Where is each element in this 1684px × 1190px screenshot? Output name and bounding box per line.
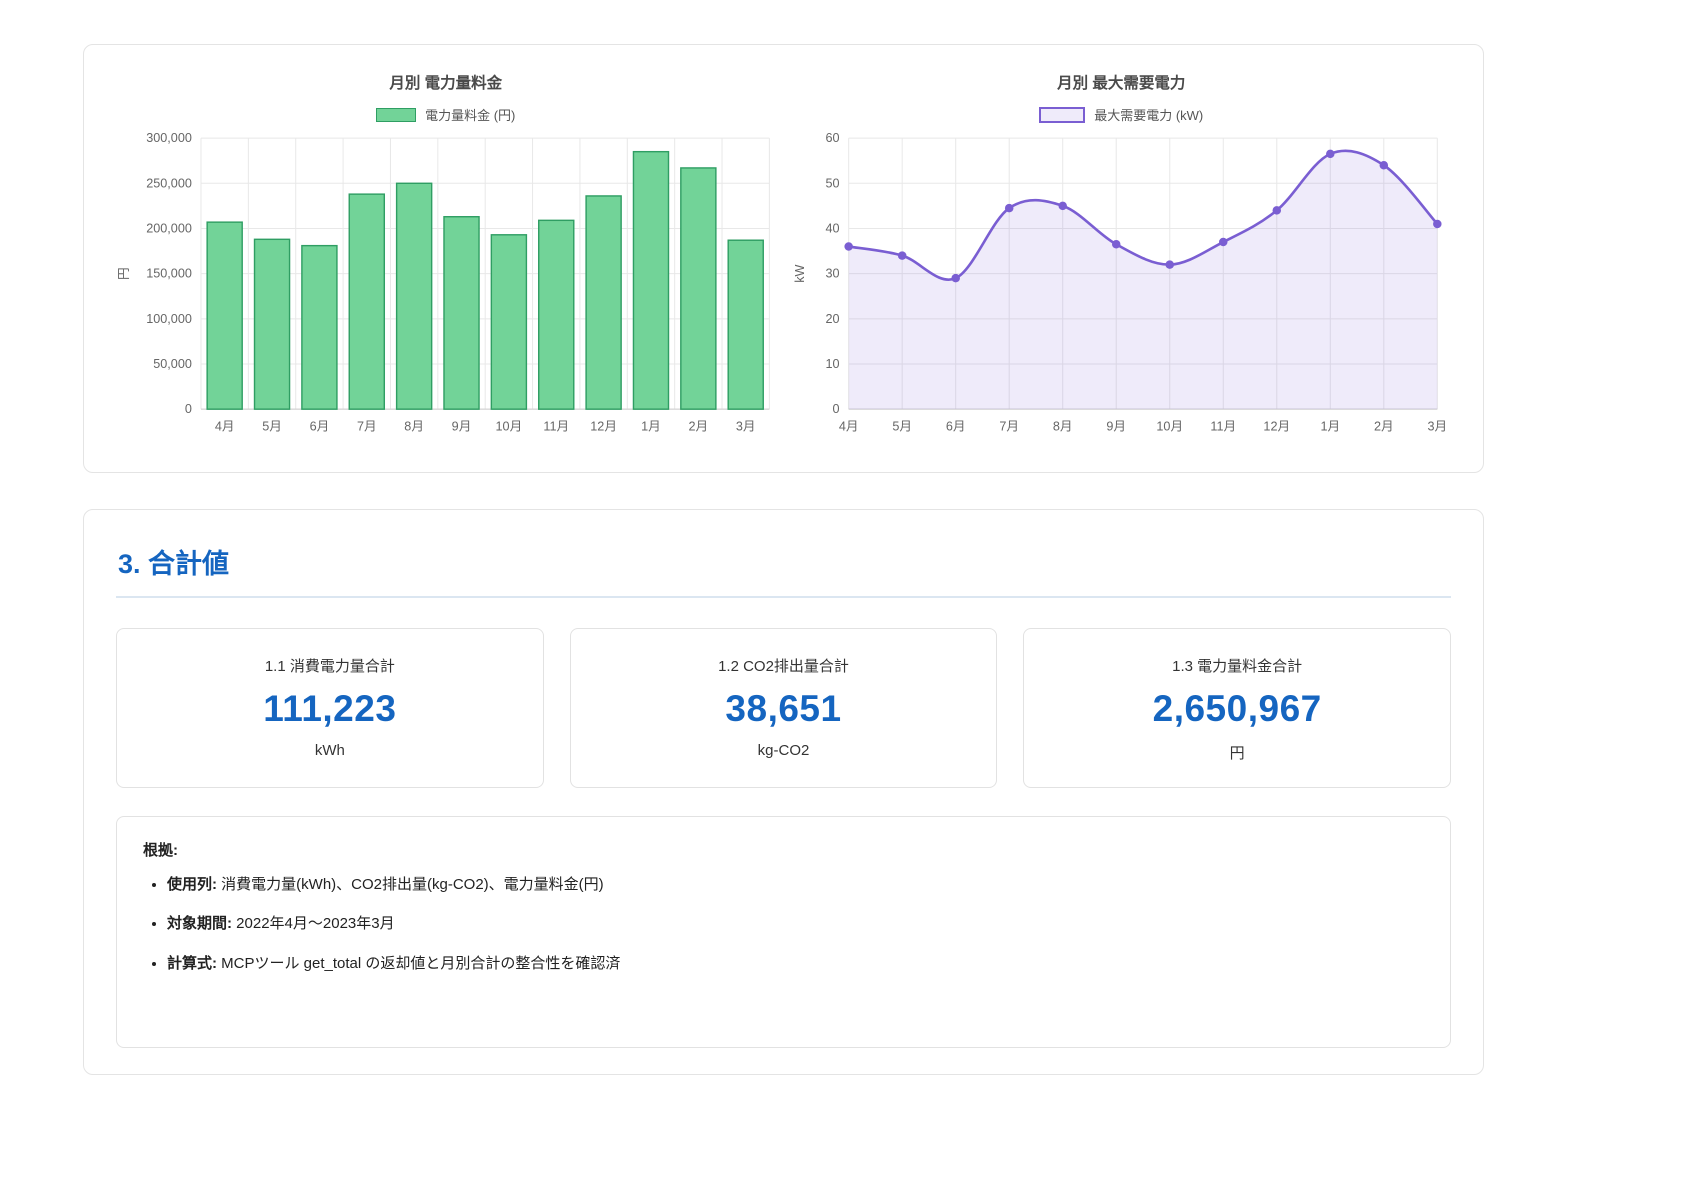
svg-text:2月: 2月: [1373, 419, 1393, 433]
svg-text:1月: 1月: [1320, 419, 1340, 433]
note-label: 計算式:: [167, 955, 217, 973]
heading-divider: [116, 595, 1451, 598]
svg-text:5月: 5月: [262, 419, 282, 433]
svg-text:6月: 6月: [945, 419, 965, 433]
svg-text:10月: 10月: [496, 419, 523, 433]
svg-text:7月: 7月: [999, 419, 1019, 433]
note-item: 対象期間: 2022年4月〜2023年3月: [167, 913, 1424, 935]
svg-text:12月: 12月: [1263, 419, 1290, 433]
svg-text:0: 0: [185, 402, 192, 416]
svg-text:5月: 5月: [892, 419, 912, 433]
note-text: MCPツール get_total の返却値と月別合計の整合性を確認済: [221, 955, 621, 973]
svg-text:円: 円: [117, 267, 131, 280]
svg-text:100,000: 100,000: [146, 312, 192, 326]
svg-text:8月: 8月: [404, 419, 424, 433]
line-legend-label: 最大需要電力 (kW): [1094, 108, 1204, 123]
stat-unit: kg-CO2: [757, 741, 810, 759]
stat-label: 1.2 CO2排出量合計: [718, 657, 849, 675]
notes-list: 使用列: 消費電力量(kWh)、CO2排出量(kg-CO2)、電力量料金(円) …: [143, 874, 1424, 975]
stat-value: 111,223: [263, 687, 397, 729]
bar-legend-label: 電力量料金 (円): [425, 108, 516, 123]
note-item: 計算式: MCPツール get_total の返却値と月別合計の整合性を確認済: [167, 953, 1424, 975]
note-label: 対象期間:: [167, 915, 232, 933]
svg-text:150,000: 150,000: [146, 267, 192, 281]
report-page: 月別 電力量料金 電力量料金 (円) 0 50,000 100,000 150,000…: [83, 0, 1484, 1115]
svg-text:10月: 10月: [1156, 419, 1183, 433]
stat-card-cost-total: 1.3 電力量料金合計 2,650,967 円: [1023, 627, 1452, 788]
svg-text:4月: 4月: [838, 419, 858, 433]
svg-text:0: 0: [832, 402, 839, 416]
totals-heading: 3. 合計値: [118, 548, 230, 579]
svg-text:30: 30: [825, 267, 839, 281]
svg-text:3月: 3月: [736, 419, 756, 433]
svg-text:6月: 6月: [310, 419, 330, 433]
svg-text:7月: 7月: [357, 419, 377, 433]
stat-label: 1.3 電力量料金合計: [1172, 657, 1303, 675]
notes-title: 根拠:: [143, 841, 178, 859]
svg-text:1月: 1月: [641, 419, 661, 433]
svg-text:60: 60: [825, 131, 839, 145]
svg-text:3月: 3月: [1427, 419, 1447, 433]
svg-text:9月: 9月: [1106, 419, 1126, 433]
notes-box: 根拠: 使用列: 消費電力量(kWh)、CO2排出量(kg-CO2)、電力量料金…: [116, 815, 1451, 1048]
bar-chart[interactable]: 0 50,000 100,000 150,000 200,000 250,000 300,0…: [114, 128, 778, 440]
stat-value: 2,650,967: [1152, 687, 1322, 729]
stat-card-co2-total: 1.2 CO2排出量合計 38,651 kg-CO2: [569, 627, 998, 788]
note-item: 使用列: 消費電力量(kWh)、CO2排出量(kg-CO2)、電力量料金(円): [167, 874, 1424, 896]
note-label: 使用列:: [167, 875, 217, 893]
svg-text:50,000: 50,000: [153, 357, 192, 371]
bar-legend-swatch-icon: [376, 107, 417, 122]
svg-text:10: 10: [825, 357, 839, 371]
totals-section: 3. 合計値 1.1 消費電力量合計 111,223 kWh 1.2 CO2排出…: [83, 508, 1484, 1075]
stat-label: 1.1 消費電力量合計: [264, 657, 395, 675]
stat-value: 38,651: [725, 687, 842, 729]
stat-card-energy-total: 1.1 消費電力量合計 111,223 kWh: [116, 627, 544, 788]
line-legend-swatch-icon: [1039, 106, 1086, 123]
svg-text:300,000: 300,000: [146, 131, 192, 145]
svg-text:40: 40: [825, 222, 839, 236]
line-chart-legend[interactable]: 最大需要電力 (kW): [790, 105, 1454, 124]
note-text: 2022年4月〜2023年3月: [236, 915, 395, 933]
stat-row: 1.1 消費電力量合計 111,223 kWh 1.2 CO2排出量合計 38,…: [116, 627, 1452, 788]
charts-card: 月別 電力量料金 電力量料金 (円) 0 50,000 100,000 150,000…: [83, 44, 1484, 473]
svg-text:20: 20: [825, 312, 839, 326]
line-chart-title: 月別 最大需要電力: [1057, 75, 1186, 92]
bar-chart-title: 月別 電力量料金: [389, 75, 503, 92]
bar-chart-legend[interactable]: 電力量料金 (円): [114, 105, 778, 124]
max-demand-chart-panel: 月別 最大需要電力 最大需要電力 (kW) 0 10 20 30 40 50 60 4月 5月 6…: [790, 71, 1454, 440]
svg-text:50: 50: [825, 176, 839, 190]
svg-text:200,000: 200,000: [146, 222, 192, 236]
svg-text:2月: 2月: [689, 419, 709, 433]
svg-text:12月: 12月: [590, 419, 617, 433]
stat-unit: kWh: [314, 741, 345, 759]
note-text: 消費電力量(kWh)、CO2排出量(kg-CO2)、電力量料金(円): [221, 875, 604, 893]
svg-text:11月: 11月: [1210, 419, 1236, 433]
svg-text:9月: 9月: [452, 419, 472, 433]
svg-text:4月: 4月: [215, 419, 235, 433]
svg-text:kW: kW: [793, 264, 807, 282]
svg-text:11月: 11月: [543, 419, 569, 433]
stat-unit: 円: [1229, 744, 1245, 762]
line-chart[interactable]: 0 10 20 30 40 50 60 4月 5月 6月 7月 8月 9月 10月 11月 12月 1月 2月 3月…: [790, 128, 1454, 440]
electricity-cost-chart-panel: 月別 電力量料金 電力量料金 (円) 0 50,000 100,000 150,000…: [114, 71, 778, 440]
svg-text:8月: 8月: [1052, 419, 1072, 433]
svg-text:250,000: 250,000: [146, 176, 192, 190]
